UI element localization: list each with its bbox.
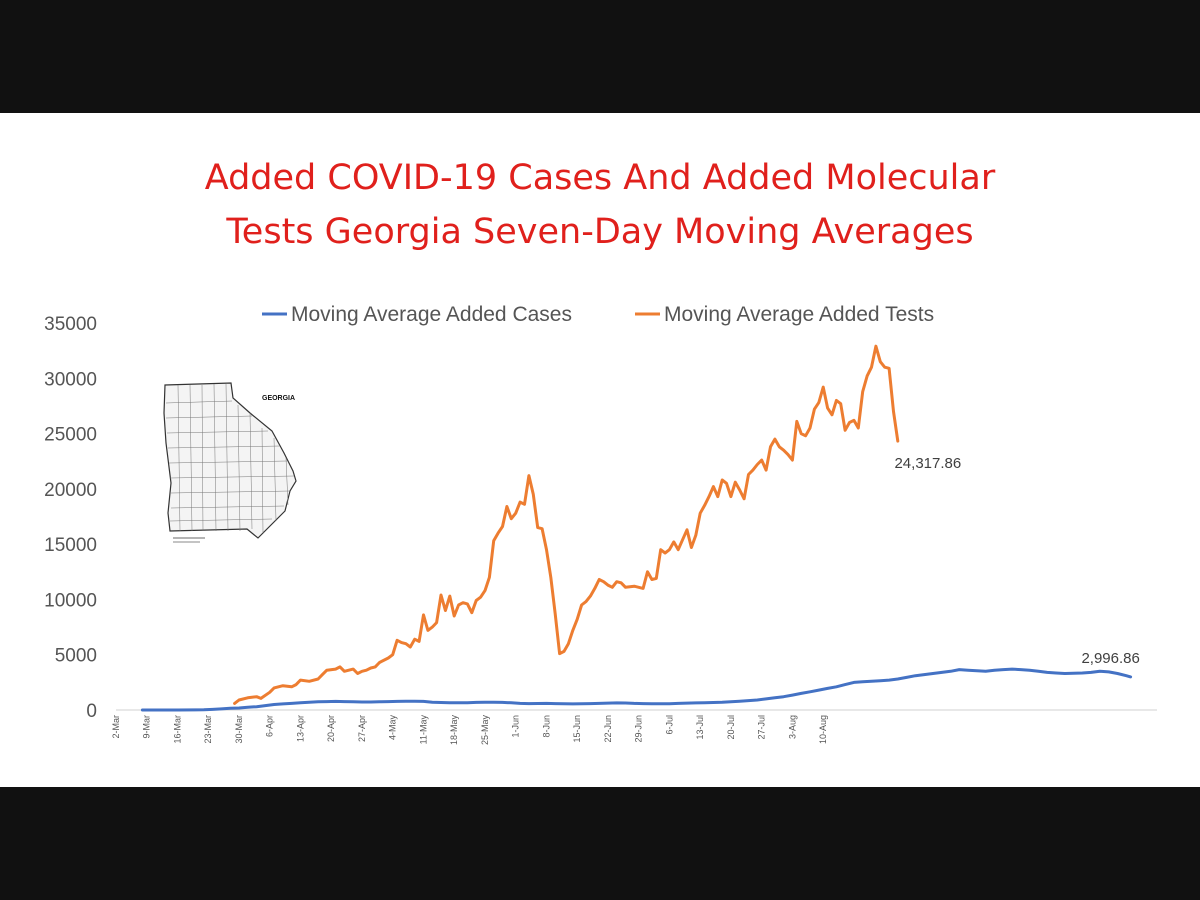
series-layer: [140, 344, 1133, 712]
georgia-state-outline: [163, 382, 297, 539]
x-tick-label: 3-Aug: [787, 715, 797, 739]
chart-svg: Moving Average Added Cases Moving Averag…: [44, 303, 1157, 746]
x-tick-label: 6-Apr: [265, 715, 275, 737]
legend-label-tests: Moving Average Added Tests: [664, 303, 934, 326]
x-tick-label: 2-Mar: [111, 715, 121, 739]
x-tick-label: 22-Jun: [603, 715, 613, 743]
x-tick-label: 1-Jun: [511, 715, 521, 738]
georgia-county-lines: [165, 383, 295, 534]
x-tick-label: 8-Jun: [541, 715, 551, 738]
x-tick-label: 13-Apr: [295, 715, 305, 742]
chart-title-line-2: Tests Georgia Seven-Day Moving Averages: [226, 212, 974, 252]
chart-title: Added COVID-19 Cases And Added Molecular…: [0, 151, 1200, 259]
y-tick-label: 0: [86, 701, 97, 722]
y-tick-label: 5000: [55, 646, 97, 667]
x-tick-label: 18-May: [449, 715, 459, 746]
data-label-cases-last: 2,996.86: [1081, 650, 1139, 667]
x-tick-label: 30-Mar: [234, 715, 244, 744]
x-tick-label: 27-Jul: [757, 715, 767, 740]
georgia-map-inset: GEORGIA: [163, 382, 297, 543]
x-tick-label: 20-Jul: [726, 715, 736, 740]
x-tick-label: 20-Apr: [326, 715, 336, 742]
georgia-map-label: GEORGIA: [262, 395, 295, 402]
chart-title-line-1: Added COVID-19 Cases And Added Molecular: [204, 158, 996, 198]
y-axis: 0 5000 10000 15000 20000 25000 30000 35000: [44, 314, 97, 722]
x-tick-label: 13-Jul: [695, 715, 705, 740]
slide-background: Added COVID-19 Cases And Added Molecular…: [0, 113, 1200, 787]
x-tick-label: 9-Mar: [142, 715, 152, 739]
y-tick-label: 10000: [44, 590, 97, 611]
x-tick-label: 4-May: [388, 715, 398, 741]
data-labels: 24,317.86 2,996.86: [894, 455, 1139, 667]
x-tick-label: 15-Jun: [572, 715, 582, 743]
y-tick-label: 20000: [44, 480, 97, 501]
legend-label-cases: Moving Average Added Cases: [291, 303, 572, 326]
y-tick-label: 30000: [44, 369, 97, 390]
x-tick-label: 11-May: [418, 715, 428, 745]
chart-legend: Moving Average Added Cases Moving Averag…: [262, 303, 934, 326]
x-tick-label: 16-Mar: [172, 715, 182, 744]
series-line-cases: [140, 667, 1133, 712]
x-tick-label: 6-Jul: [664, 715, 674, 735]
y-tick-label: 35000: [44, 314, 97, 335]
series-line-tests: [233, 344, 900, 705]
x-tick-label: 29-Jun: [634, 715, 644, 743]
x-tick-label: 23-Mar: [203, 715, 213, 744]
x-tick-label: 27-Apr: [357, 715, 367, 742]
data-label-tests-last: 24,317.86: [894, 455, 961, 472]
x-tick-label: 10-Aug: [818, 715, 828, 744]
x-tick-label: 25-May: [480, 715, 490, 746]
x-axis: 2-Mar 9-Mar 16-Mar 23-Mar 30-Mar 6-Apr 13-Apr 2…: [111, 709, 1157, 746]
y-tick-label: 15000: [44, 535, 97, 556]
y-tick-label: 25000: [44, 425, 97, 446]
